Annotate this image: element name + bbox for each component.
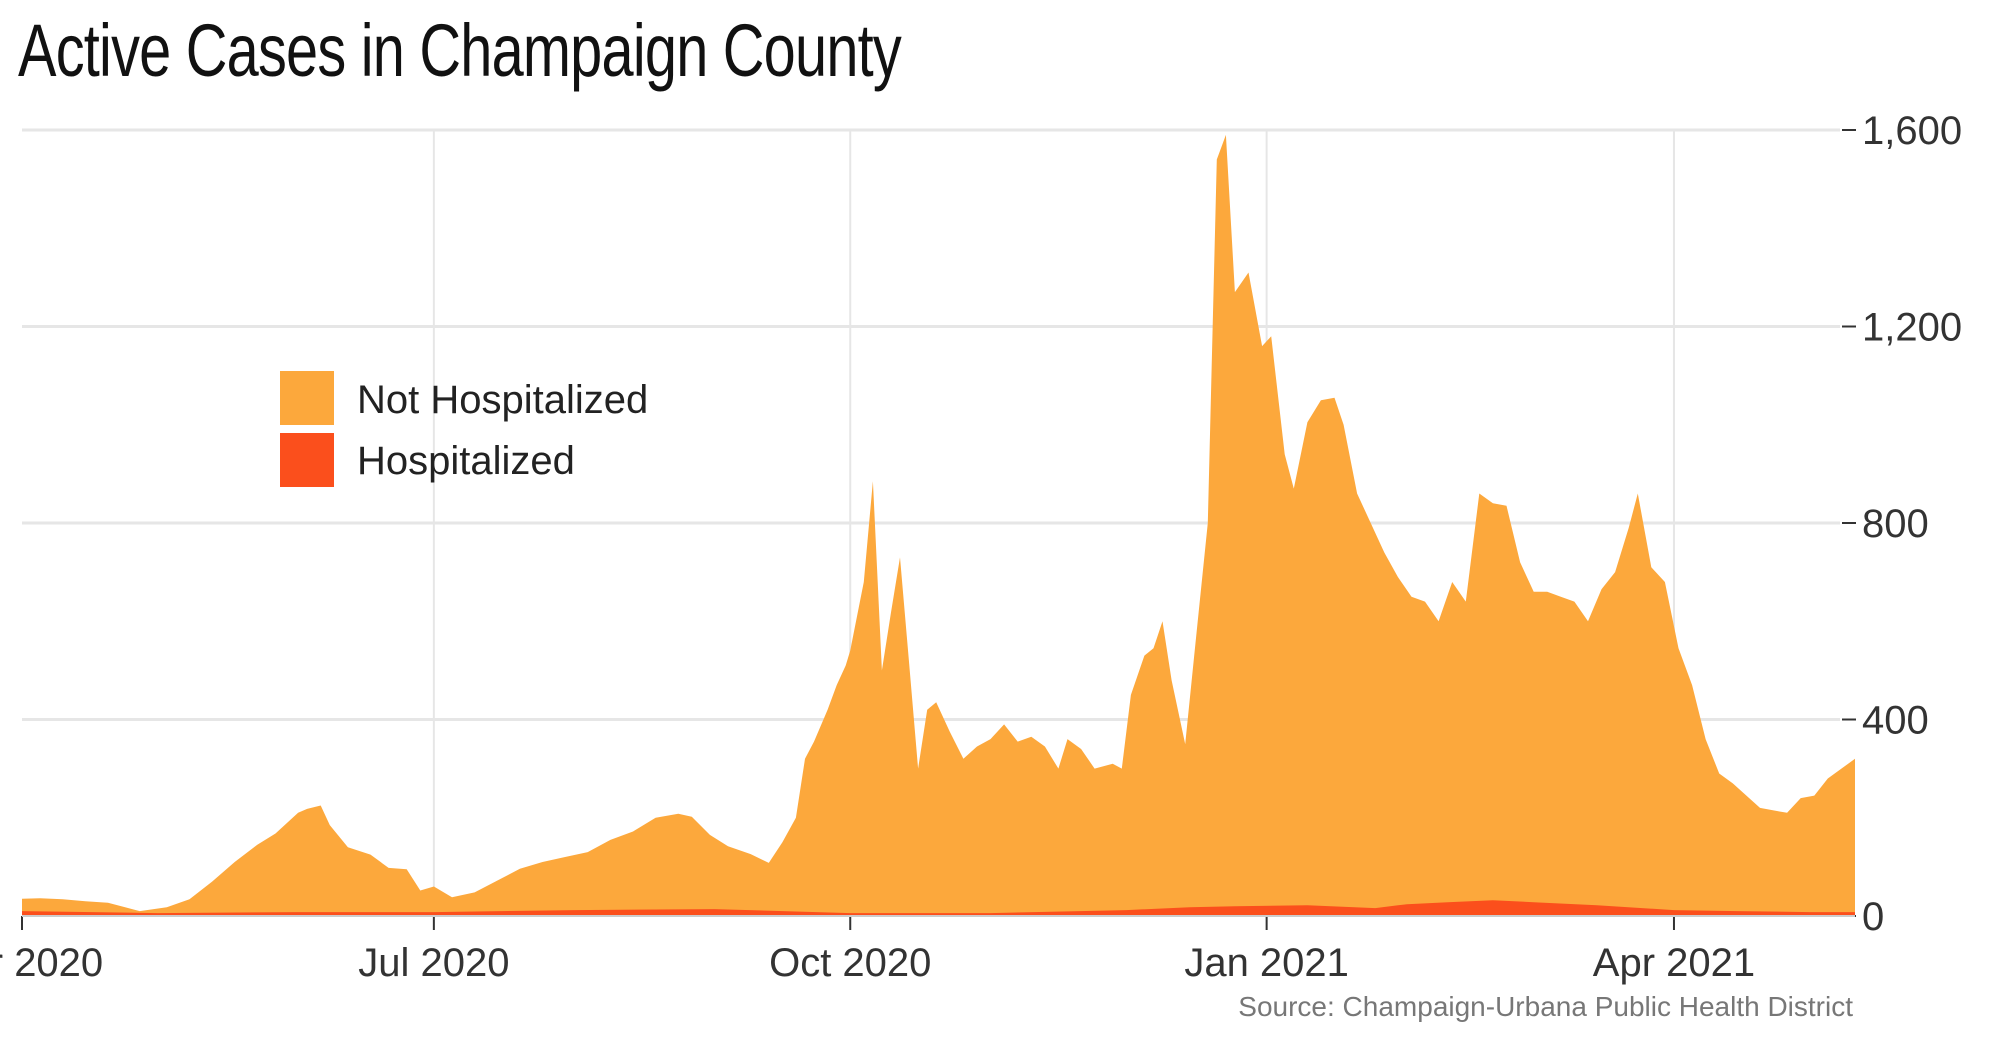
- series-layer: [22, 134, 1855, 916]
- x-tick-label: Apr 2021: [1593, 941, 1755, 985]
- x-tick-label: Oct 2020: [769, 941, 931, 985]
- area-series-hospitalized: [22, 900, 1855, 916]
- x-tick-label: Jan 2021: [1184, 941, 1349, 985]
- x-tick-label: Jul 2020: [358, 941, 509, 985]
- legend: Not Hospitalized Hospitalized: [280, 371, 648, 487]
- y-tick-label: 400: [1862, 699, 1929, 743]
- y-tick-label: 1,600: [1862, 109, 1962, 153]
- area-series-not-hospitalized: [22, 134, 1855, 916]
- y-tick-label: 0: [1862, 895, 1884, 939]
- y-tick-label: 1,200: [1862, 306, 1962, 350]
- legend-swatch-not-hospitalized: [280, 371, 334, 425]
- y-tick-label: 800: [1862, 502, 1929, 546]
- chart-title: Active Cases in Champaign County: [18, 9, 902, 92]
- legend-swatch-hospitalized: [280, 433, 334, 487]
- legend-label-not-hospitalized: Not Hospitalized: [357, 378, 648, 422]
- axes: 0 400 800 1,200 1,600 Apr 2020 Jul 2020 Oct 202…: [0, 109, 1962, 985]
- legend-label-hospitalized: Hospitalized: [357, 439, 575, 483]
- source-note: Source: Champaign-Urbana Public Health D…: [1238, 991, 1853, 1022]
- x-tick-label: Apr 2020: [0, 941, 103, 985]
